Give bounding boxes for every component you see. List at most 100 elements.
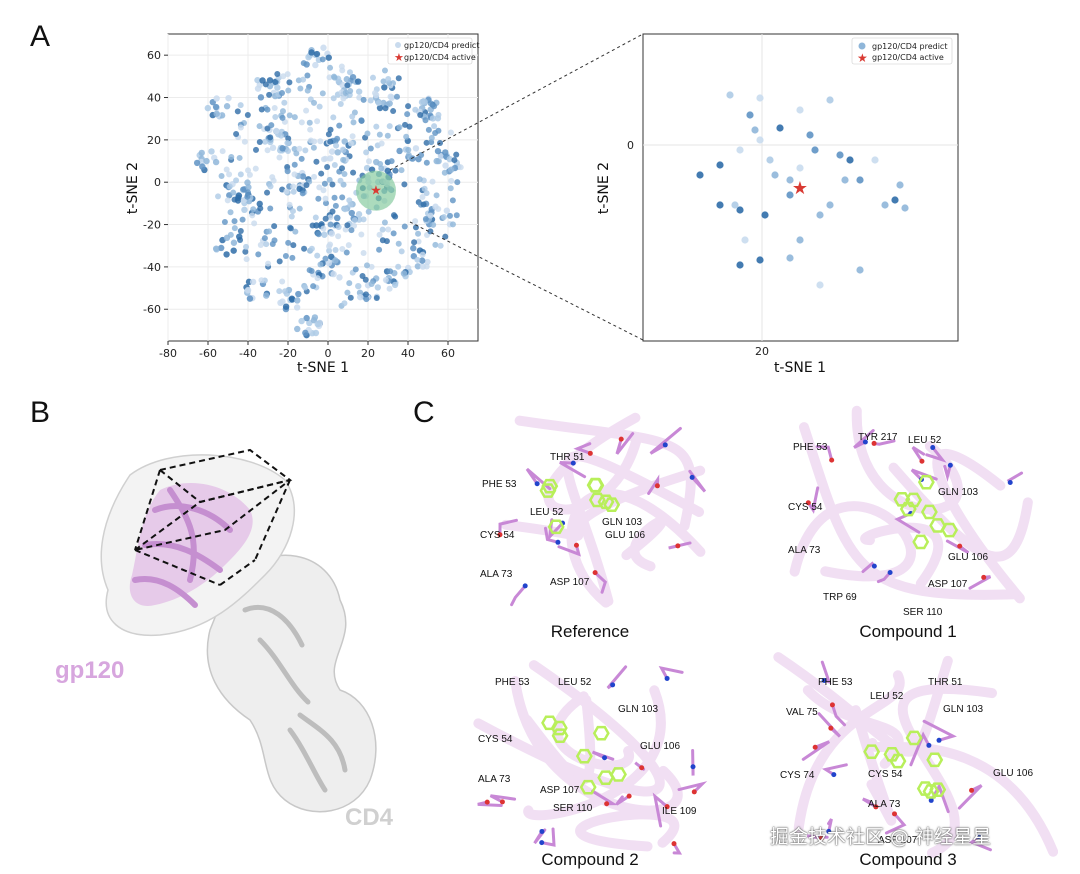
ligand-ring <box>941 522 959 538</box>
predict-point <box>269 240 276 247</box>
residue-stick <box>815 445 834 462</box>
predict-point <box>329 208 336 215</box>
zoom-predict-point <box>901 204 909 212</box>
predict-point <box>266 77 274 84</box>
atom <box>555 539 561 545</box>
predict-point <box>254 76 261 84</box>
predict-point <box>396 147 403 155</box>
predict-point <box>384 167 392 175</box>
ligand-ring <box>889 753 907 769</box>
predict-point <box>358 117 365 124</box>
atom <box>618 436 624 442</box>
predict-point <box>231 218 238 225</box>
legend-active-marker: ★ <box>394 52 404 64</box>
zoom-predict-point <box>716 161 724 169</box>
atom <box>969 787 975 793</box>
predict-point <box>368 280 375 287</box>
residue-label: PHE 53 <box>793 442 828 453</box>
predict-point <box>249 212 256 219</box>
ligand-ring <box>863 744 881 760</box>
predict-point <box>237 124 244 131</box>
predict-point <box>331 162 338 169</box>
predict-point <box>375 100 382 107</box>
predict-point <box>223 251 230 258</box>
predict-point <box>231 196 238 203</box>
predict-point <box>334 135 341 142</box>
atom <box>602 755 608 761</box>
predict-point <box>313 50 321 58</box>
protein-backbone <box>860 522 944 589</box>
atom <box>664 804 670 810</box>
predict-point <box>244 286 252 294</box>
predict-point <box>226 171 233 178</box>
zoom-predict-point <box>786 254 794 262</box>
predict-point <box>308 49 315 56</box>
residue-stick <box>677 781 708 794</box>
zoom-predict-point <box>766 156 774 164</box>
predict-point <box>314 320 321 328</box>
predict-point <box>319 90 326 97</box>
ligand-ring <box>610 767 627 782</box>
atom <box>675 543 681 549</box>
predict-point <box>421 98 428 105</box>
predict-point <box>453 151 460 158</box>
predict-point <box>341 171 348 178</box>
zoom-connector-bottom <box>409 221 644 341</box>
predict-point <box>255 251 262 258</box>
legend-predict-marker <box>395 42 401 48</box>
residue-label: ASP 107 <box>550 577 590 588</box>
residue-stick <box>668 541 692 550</box>
zoom-predict-point <box>696 171 704 179</box>
ligand-ring <box>926 752 944 768</box>
residue-label: LEU 52 <box>870 691 904 702</box>
predict-point <box>267 134 274 141</box>
predict-point <box>322 195 329 202</box>
predict-point <box>340 95 347 102</box>
ligand-ring <box>920 504 938 520</box>
predict-point <box>297 85 304 92</box>
predict-point <box>314 118 321 125</box>
predict-point <box>321 180 328 187</box>
tsne-zoom-plot: ★ 20 0 gp120/CD4 predict ★ gp120/CD4 act… <box>596 33 959 376</box>
predict-point <box>393 93 400 100</box>
predict-point <box>437 153 445 160</box>
predict-point <box>304 72 311 79</box>
residue-stick <box>510 584 527 607</box>
y-tick-label: 40 <box>147 92 161 105</box>
predict-point <box>355 211 363 218</box>
protein-backbone <box>932 449 1025 604</box>
predict-point <box>335 224 342 231</box>
predict-point <box>312 329 320 337</box>
predict-point <box>272 113 279 120</box>
predict-point <box>244 111 251 118</box>
predict-point <box>360 96 367 103</box>
predict-point <box>237 237 244 244</box>
predict-point <box>303 182 310 189</box>
ligand-ring <box>916 781 934 796</box>
predict-point <box>292 228 299 235</box>
residue-label: TRP 69 <box>823 592 857 603</box>
zoom-predict-point <box>826 201 834 209</box>
ligand-ring <box>579 779 597 795</box>
zoom-predict-point <box>826 96 834 104</box>
predict-point <box>367 145 374 152</box>
predict-point <box>337 101 344 108</box>
predict-point <box>252 146 259 153</box>
predict-point <box>327 155 334 162</box>
predict-point <box>311 99 318 106</box>
predict-point <box>303 314 310 322</box>
predict-point <box>368 263 375 270</box>
predict-point <box>199 163 206 170</box>
atom <box>484 799 490 805</box>
predict-point <box>256 200 263 208</box>
predict-point <box>290 183 297 190</box>
ligand-ring <box>597 494 615 510</box>
legend-active-label: gp120/CD4 active <box>404 53 476 62</box>
predict-point <box>325 131 332 138</box>
residue-stick <box>922 719 957 742</box>
predict-point <box>286 112 293 119</box>
predict-point <box>410 245 417 252</box>
residue-stick <box>943 463 952 482</box>
atom <box>928 797 934 803</box>
predict-point <box>448 177 455 184</box>
